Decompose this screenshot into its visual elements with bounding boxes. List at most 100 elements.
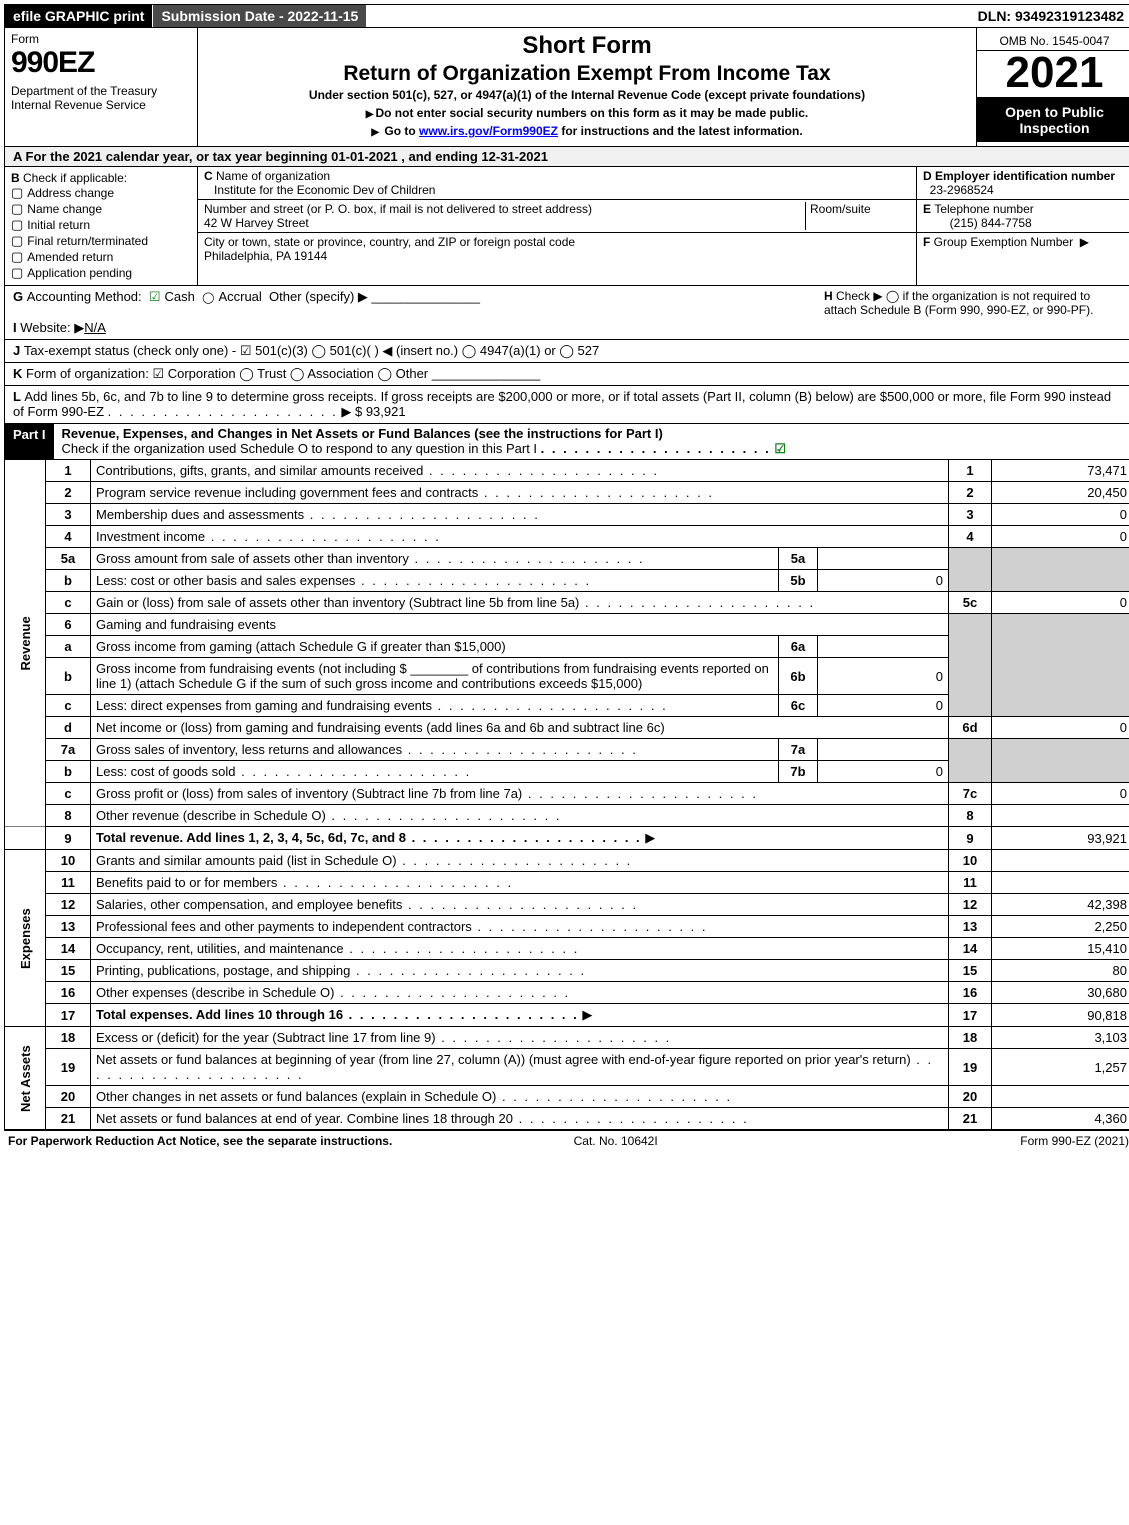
- chk-cash[interactable]: Cash: [149, 289, 195, 304]
- C-street-label: Number and street (or P. O. box, if mail…: [204, 202, 592, 216]
- ln-15-desc: Printing, publications, postage, and shi…: [96, 963, 586, 978]
- footer-left: For Paperwork Reduction Act Notice, see …: [8, 1134, 392, 1148]
- goto-post: for instructions and the latest informat…: [558, 124, 803, 138]
- col-B: B Check if applicable: Address change Na…: [5, 167, 198, 285]
- ln-4-amt: 0: [992, 526, 1129, 548]
- row-J: J Tax-exempt status (check only one) - ☑…: [4, 340, 1129, 363]
- ln-3-desc: Membership dues and assessments: [96, 507, 540, 522]
- ln-6d-amt: 0: [992, 717, 1129, 739]
- part-I-header: Part I Revenue, Expenses, and Changes in…: [4, 424, 1129, 460]
- ln-6a-desc: Gross income from gaming (attach Schedul…: [91, 636, 779, 658]
- ln-7a-val: [818, 739, 949, 761]
- ln-7b-val: 0: [818, 761, 949, 783]
- header-right: OMB No. 1545-0047 2021 Open to Public In…: [977, 28, 1129, 146]
- chk-address-change[interactable]: Address change: [11, 185, 191, 201]
- form-header: Form 990EZ Department of the Treasury In…: [4, 28, 1129, 147]
- ln-7c-amt: 0: [992, 783, 1129, 805]
- ln-5b-desc: Less: cost or other basis and sales expe…: [96, 573, 591, 588]
- line-A: A For the 2021 calendar year, or tax yea…: [4, 147, 1129, 167]
- chk-final-return[interactable]: Final return/terminated: [11, 233, 191, 249]
- J-text: Tax-exempt status (check only one) - ☑ 5…: [24, 343, 599, 358]
- ln-6-desc: Gaming and fundraising events: [91, 614, 949, 636]
- ln-8-amt: [992, 805, 1129, 827]
- ln-5b-val: 0: [818, 570, 949, 592]
- ln-17-amt: 90,818: [992, 1004, 1129, 1027]
- ln-5c-amt: 0: [992, 592, 1129, 614]
- chk-accrual[interactable]: Accrual: [202, 289, 262, 304]
- ein: 23-2968524: [930, 183, 994, 197]
- H-text: Check ▶ ◯ if the organization is not req…: [824, 289, 1093, 317]
- short-form-title: Short Form: [204, 32, 970, 60]
- part-I-title: Revenue, Expenses, and Changes in Net As…: [62, 426, 663, 441]
- under-section: Under section 501(c), 527, or 4947(a)(1)…: [204, 88, 970, 102]
- ln-7b-desc: Less: cost of goods sold: [96, 764, 471, 779]
- ln-13-desc: Professional fees and other payments to …: [96, 919, 708, 934]
- ln-19-desc: Net assets or fund balances at beginning…: [96, 1052, 933, 1082]
- ln-5c-desc: Gain or (loss) from sale of assets other…: [96, 595, 815, 610]
- ln-6c-desc: Less: direct expenses from gaming and fu…: [96, 698, 668, 713]
- part-I-label: Part I: [5, 424, 54, 459]
- revenue-label: Revenue: [5, 460, 46, 827]
- E-label: Telephone number: [934, 202, 1033, 216]
- chk-application-pending[interactable]: Application pending: [11, 265, 191, 281]
- ln-2-desc: Program service revenue including govern…: [96, 485, 714, 500]
- C-room-label: Room/suite: [810, 202, 871, 216]
- L-amount: $ 93,921: [355, 404, 406, 419]
- ln-20-amt: [992, 1086, 1129, 1108]
- col-D-E-F: D Employer identification number 23-2968…: [917, 167, 1129, 285]
- department: Department of the Treasury Internal Reve…: [11, 84, 191, 112]
- row-L: L Add lines 5b, 6c, and 7b to line 9 to …: [4, 386, 1129, 424]
- website: N/A: [84, 320, 106, 335]
- chk-initial-return[interactable]: Initial return: [11, 217, 191, 233]
- chk-amended-return[interactable]: Amended return: [11, 249, 191, 265]
- irs-link[interactable]: www.irs.gov/Form990EZ: [419, 124, 558, 138]
- ln-4-desc: Investment income: [96, 529, 441, 544]
- ln-14-desc: Occupancy, rent, utilities, and maintena…: [96, 941, 579, 956]
- schedule-o-check[interactable]: [774, 441, 790, 456]
- ssn-warning: Do not enter social security numbers on …: [204, 106, 970, 120]
- org-street: 42 W Harvey Street: [204, 216, 309, 230]
- ln-1-amt: 73,471: [992, 460, 1129, 482]
- ln-12-desc: Salaries, other compensation, and employ…: [96, 897, 638, 912]
- return-title: Return of Organization Exempt From Incom…: [204, 62, 970, 86]
- efile-label[interactable]: efile GRAPHIC print: [5, 5, 152, 27]
- footer-right: Form 990-EZ (2021): [1020, 1134, 1129, 1148]
- ln-10-desc: Grants and similar amounts paid (list in…: [96, 853, 632, 868]
- top-bar: efile GRAPHIC print Submission Date - 20…: [4, 4, 1129, 28]
- ln-18-desc: Excess or (deficit) for the year (Subtra…: [96, 1030, 671, 1045]
- ln-21-amt: 4,360: [992, 1108, 1129, 1130]
- goto-instructions: Go to www.irs.gov/Form990EZ for instruct…: [204, 124, 970, 138]
- tax-year: 2021: [977, 51, 1129, 98]
- ln-15-amt: 80: [992, 960, 1129, 982]
- ln-11-desc: Benefits paid to or for members: [96, 875, 513, 890]
- dln: DLN: 93492319123482: [970, 5, 1129, 27]
- form-number: 990EZ: [11, 46, 191, 80]
- ln-6b-val: 0: [818, 658, 949, 695]
- expenses-label: Expenses: [5, 850, 46, 1027]
- ln-19-amt: 1,257: [992, 1049, 1129, 1086]
- ln-16-desc: Other expenses (describe in Schedule O): [96, 985, 570, 1000]
- row-K: K Form of organization: ☑ Corporation ◯ …: [4, 363, 1129, 386]
- ln-16-amt: 30,680: [992, 982, 1129, 1004]
- ln-6b-desc1: Gross income from fundraising events (no…: [96, 661, 407, 676]
- G-label: Accounting Method:: [27, 289, 142, 304]
- ln-7a-desc: Gross sales of inventory, less returns a…: [96, 742, 638, 757]
- ln-1-desc: Contributions, gifts, grants, and simila…: [96, 463, 659, 478]
- line-A-text: For the 2021 calendar year, or tax year …: [26, 149, 548, 164]
- ln-7c-desc: Gross profit or (loss) from sales of inv…: [96, 786, 758, 801]
- C-name-label: Name of organization: [216, 169, 330, 183]
- I-label: Website:: [20, 320, 70, 335]
- lines-table: Revenue 1 Contributions, gifts, grants, …: [4, 460, 1129, 1130]
- ln-18-amt: 3,103: [992, 1027, 1129, 1049]
- ln-5a-val: [818, 548, 949, 570]
- ln-11-amt: [992, 872, 1129, 894]
- chk-name-change[interactable]: Name change: [11, 201, 191, 217]
- ln-13-amt: 2,250: [992, 916, 1129, 938]
- F-label: Group Exemption Number: [934, 235, 1073, 249]
- ln-12-amt: 42,398: [992, 894, 1129, 916]
- header-left: Form 990EZ Department of the Treasury In…: [5, 28, 198, 146]
- submission-date: Submission Date - 2022-11-15: [152, 5, 366, 27]
- org-city: Philadelphia, PA 19144: [204, 249, 327, 263]
- G-other: Other (specify): [269, 289, 354, 304]
- goto-pre: Go to: [384, 124, 419, 138]
